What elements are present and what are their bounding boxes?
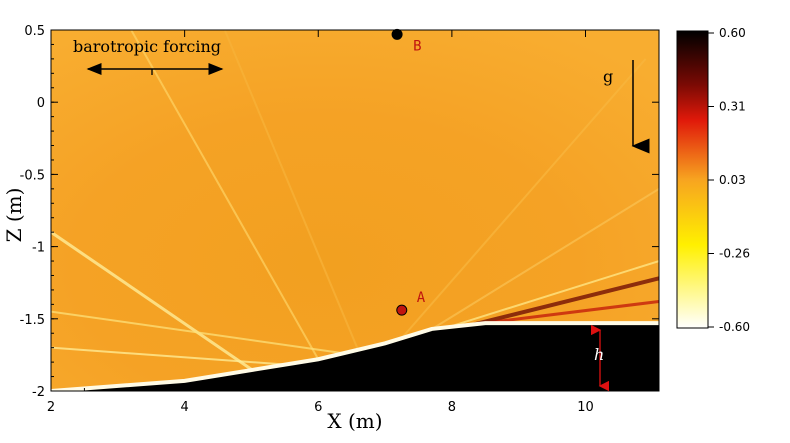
x-tick-label: 2 <box>47 400 55 415</box>
y-tick-label: -0.5 <box>20 168 45 183</box>
wave-field <box>51 30 659 391</box>
x-axis-label: X (m) <box>327 409 382 433</box>
internal-wave-beams <box>51 30 659 371</box>
wave-beam <box>424 187 659 335</box>
forcing-annotation: barotropic forcing <box>73 37 224 75</box>
colorbar-gradient <box>676 30 709 329</box>
marker-points: AB <box>391 28 426 316</box>
wave-beam <box>223 30 360 351</box>
point-b-label: B <box>413 38 421 54</box>
colorbar-tick-label: 0.31 <box>719 100 746 114</box>
x-tick-label: 6 <box>314 400 322 415</box>
colorbar-tick-label: -0.26 <box>719 247 750 261</box>
depth-label: h <box>594 345 604 364</box>
y-axis-ticks: 0.5 0 -0.5 -1 -1.5 -2 <box>20 24 659 400</box>
wave-beam <box>471 299 659 327</box>
y-tick-label: -2 <box>32 385 45 400</box>
wave-beam <box>51 230 253 371</box>
point-a-marker <box>396 304 408 316</box>
depth-annotation: h <box>590 324 610 392</box>
wave-beam <box>51 346 292 367</box>
forcing-label: barotropic forcing <box>73 37 221 56</box>
wave-beam <box>51 310 346 355</box>
y-tick-label: 0.5 <box>24 24 45 39</box>
y-tick-label: -1.5 <box>20 313 45 328</box>
y-tick-label: 0 <box>37 96 45 111</box>
colorbar: 0.60 0.31 0.03 -0.26 -0.60 <box>676 26 750 334</box>
x-axis-ticks: 2 4 6 8 10 <box>47 30 653 415</box>
wave-beam <box>451 260 659 327</box>
gravity-label: g <box>603 67 613 86</box>
topography-edge <box>51 321 659 391</box>
wave-beam <box>130 30 320 360</box>
topography <box>51 323 659 391</box>
wave-beam <box>397 58 647 343</box>
point-b-marker <box>391 28 403 40</box>
x-tick-label: 8 <box>448 400 456 415</box>
colorbar-tick-label: 0.03 <box>719 173 746 187</box>
y-tick-label: -1 <box>32 241 45 256</box>
point-a-label: A <box>417 290 426 306</box>
x-tick-label: 10 <box>577 400 594 415</box>
colorbar-tick-label: -0.60 <box>719 320 750 334</box>
x-tick-label: 4 <box>180 400 188 415</box>
gravity-annotation: g <box>603 60 650 154</box>
colorbar-ticks: 0.60 0.31 0.03 -0.26 -0.60 <box>708 26 750 334</box>
plot-frame <box>50 29 660 392</box>
y-axis-label: Z (m) <box>2 188 26 243</box>
colorbar-tick-label: 0.60 <box>719 26 746 40</box>
